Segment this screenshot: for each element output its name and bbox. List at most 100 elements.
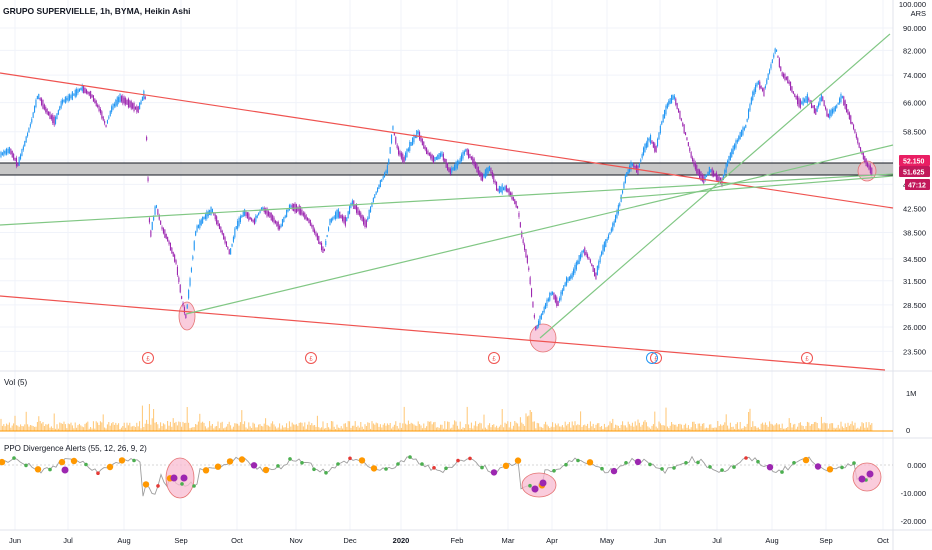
volume-bar (780, 428, 782, 431)
candle-body (284, 215, 286, 218)
volume-bar (167, 421, 169, 431)
ppo-alert-dot (24, 463, 28, 468)
trendline-green-steep[interactable] (539, 33, 891, 339)
volume-bar (678, 424, 680, 431)
ppo-highlight-sep (165, 457, 195, 499)
candle-body (20, 154, 22, 160)
candle-body (466, 148, 468, 155)
volume-bar (524, 425, 526, 431)
volume-bar (690, 427, 692, 431)
candle-body (568, 276, 570, 281)
volume-bar (770, 423, 772, 431)
volume-bar (496, 425, 498, 431)
volume-bar (402, 423, 404, 431)
volume-bar (570, 427, 572, 431)
volume-bar (272, 421, 274, 431)
volume-bar (372, 423, 374, 431)
candle-body (210, 206, 212, 216)
ppo-alert-dot (276, 464, 280, 468)
trendline-upper-red[interactable] (0, 72, 894, 209)
candle-body (781, 72, 783, 76)
volume-bar (497, 427, 499, 431)
volume-bar (329, 428, 331, 431)
candle-body (756, 83, 758, 87)
earnings-markers[interactable]: £ £ £ £ £ (142, 352, 813, 364)
candle-body (658, 132, 660, 140)
candle-body (99, 108, 101, 114)
candle-body (48, 111, 50, 116)
volume-bar (609, 421, 611, 431)
ppo-alert-dot (840, 465, 844, 470)
candle-body (391, 135, 393, 144)
volume-bar (477, 423, 479, 431)
volume-bar (199, 413, 201, 431)
trend-lines[interactable] (0, 33, 894, 371)
volume-bar (778, 424, 780, 431)
volume-bar (102, 414, 104, 431)
candle-body (522, 239, 524, 244)
candle-body (612, 223, 614, 231)
candle-body (652, 142, 654, 148)
volume-bar (675, 424, 677, 431)
candle-body (361, 215, 363, 221)
trendline-lower-red[interactable] (0, 295, 886, 371)
volume-bar (143, 427, 145, 431)
trendline-green-sep[interactable] (185, 144, 894, 315)
candle-body (839, 98, 841, 104)
candle-body (554, 295, 556, 303)
volume-bar (608, 425, 610, 431)
volume-bar (318, 427, 320, 431)
volume-bar (277, 427, 279, 431)
candle-body (59, 106, 61, 110)
volume-bar (724, 422, 726, 431)
candle-body (588, 257, 590, 260)
candle-body (123, 97, 125, 104)
earnings-marker[interactable]: £ (305, 352, 317, 364)
earnings-marker[interactable]: £ (650, 352, 662, 364)
earnings-marker[interactable]: £ (801, 352, 813, 364)
candle-body (815, 108, 817, 115)
candle-body (406, 148, 408, 158)
candle-body (312, 225, 314, 232)
ppo-alert-dot (156, 484, 160, 488)
earnings-marker[interactable]: £ (142, 352, 154, 364)
volume-bar (595, 424, 597, 431)
ppo-alert-dot (408, 455, 412, 459)
volume-bar (333, 426, 335, 431)
volume-bar (347, 421, 349, 431)
candle-body (648, 138, 650, 141)
earnings-icon (801, 352, 813, 364)
volume-bar (164, 424, 166, 431)
trendline-green-flat[interactable] (619, 175, 894, 199)
volume-bar (270, 423, 272, 431)
volume-bar (840, 421, 842, 431)
candle-body (374, 194, 376, 199)
candle-body (659, 125, 661, 134)
candle-body (43, 104, 45, 110)
candle-body (337, 209, 339, 218)
candle-body (122, 95, 124, 104)
volume-bar (98, 425, 100, 431)
volume-bar (354, 421, 356, 431)
earnings-marker[interactable]: £ (488, 352, 500, 364)
candle-body (130, 101, 132, 109)
trendline-green-long[interactable] (0, 173, 894, 226)
candle-body (851, 122, 853, 125)
time-axis[interactable]: Jun Jul Aug Sep Oct Nov Dec 2020 Feb Mar Apr May Jun… (9, 536, 890, 545)
volume-bar (545, 421, 547, 431)
candle-body (35, 99, 37, 107)
candle-body (405, 152, 407, 160)
candle-body (427, 150, 429, 155)
ppo-alert-dot (814, 463, 822, 470)
candle-body (192, 256, 194, 260)
volume-bar (234, 423, 236, 431)
candle-body (164, 229, 166, 238)
candle-body (46, 109, 48, 115)
volume-bar (130, 426, 132, 431)
ppo-alert-dot (34, 466, 42, 473)
volume-bar (192, 427, 194, 431)
volume-bar (860, 426, 862, 431)
candle-body (168, 241, 170, 245)
candle-body (672, 94, 674, 100)
